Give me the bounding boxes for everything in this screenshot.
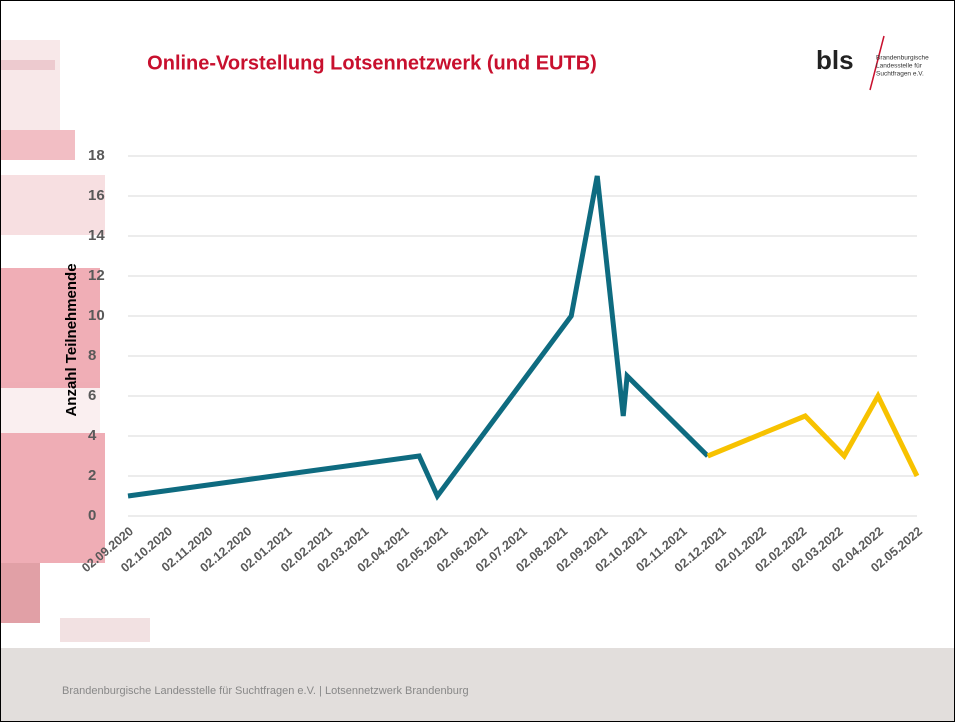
chart: Online-Vorstellung Lotsennetzwerk (und E… [0, 0, 955, 722]
y-tick-label: 14 [88, 227, 105, 244]
y-tick-label: 4 [88, 427, 97, 444]
y-tick-label: 16 [88, 187, 105, 204]
y-tick-label: 2 [88, 467, 96, 484]
logo-subtitle: Brandenburgische [876, 55, 929, 62]
footer-text: Brandenburgische Landesstelle für Suchtf… [62, 685, 469, 697]
slide-title: Online-Vorstellung Lotsennetzwerk (und E… [147, 52, 597, 74]
y-tick-label: 6 [88, 387, 96, 404]
y-tick-label: 12 [88, 267, 105, 284]
slide-border [1, 1, 955, 722]
slide: Online-Vorstellung Lotsennetzwerk (und E… [0, 0, 955, 722]
y-tick-label: 18 [88, 147, 105, 164]
y-tick-label: 8 [88, 347, 96, 364]
data-line [128, 176, 708, 496]
logo: bls [816, 45, 854, 75]
y-tick-label: 10 [88, 307, 105, 324]
y-tick-label: 0 [88, 507, 96, 524]
logo-subtitle: Suchtfragen e.V. [876, 71, 924, 78]
logo-subtitle: Landesstelle für [876, 63, 923, 70]
y-axis-label: Anzahl Teilnehmende [63, 263, 80, 416]
